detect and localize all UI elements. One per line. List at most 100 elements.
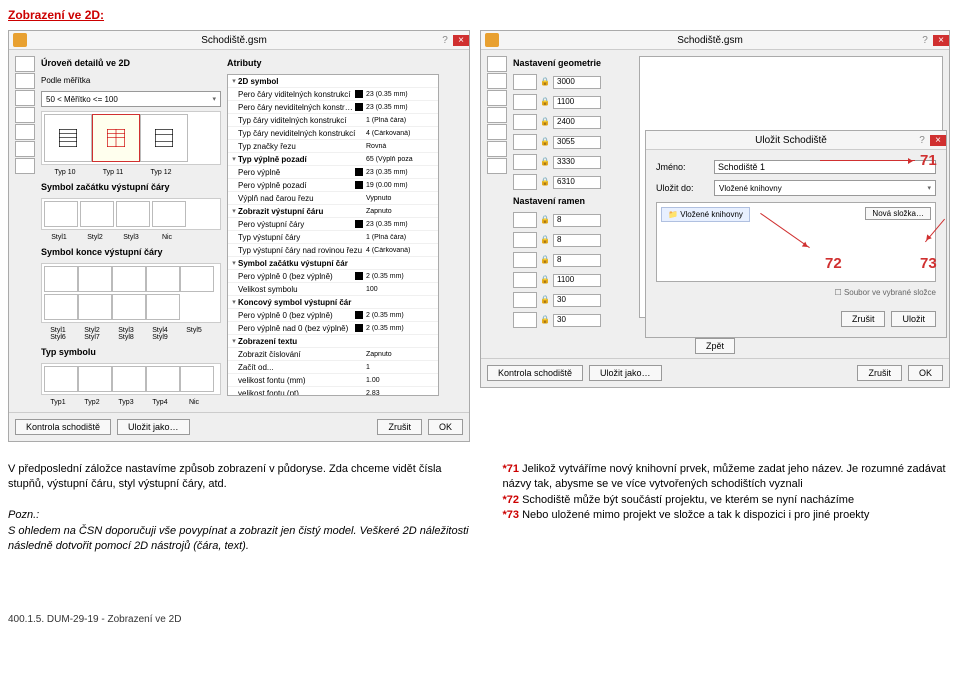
lock-icon[interactable]: 🔒 [540,177,550,187]
arm-value[interactable]: 8 [553,234,601,247]
save-as-button[interactable]: Uložit jako… [589,365,662,381]
attr-row[interactable]: Pero čáry neviditelných konstrukcí23 (0.… [228,101,438,114]
sym-end-opt[interactable] [44,294,78,320]
help-icon[interactable]: ? [437,35,453,46]
sym-start-opt[interactable] [152,201,186,227]
saveto-dropdown[interactable]: Vložené knihovny [714,180,936,196]
sym-type-opt[interactable] [44,366,78,392]
lock-icon[interactable]: 🔒 [540,157,550,167]
thumb-typ10[interactable] [44,114,92,162]
back-button[interactable]: Zpět [695,338,735,354]
attr-row[interactable]: Typ značky řezuRovná [228,140,438,153]
sym-end-opt[interactable] [44,266,78,292]
geom-value[interactable]: 2400 [553,116,601,129]
attr-row[interactable]: Pero výplně nad 0 (bez výplně)2 (0.35 mm… [228,322,438,335]
folder-browser[interactable]: 📁 Vložené knihovny Nová složka… [656,202,936,282]
lock-icon[interactable]: 🔒 [540,235,550,245]
attr-row[interactable]: Pero výplně 0 (bez výplně)2 (0.35 mm) [228,309,438,322]
sym-type-opt[interactable] [180,366,214,392]
tab-icon[interactable] [487,73,507,89]
attribute-tree[interactable]: ▾2D symbolPero čáry viditelných konstruk… [227,74,439,396]
arm-value[interactable]: 8 [553,254,601,267]
attr-row[interactable]: Typ čáry viditelných konstrukcí1 (Plná č… [228,114,438,127]
lock-icon[interactable]: 🔒 [540,215,550,225]
tab-icon[interactable] [15,107,35,123]
attr-row[interactable]: Začít od...1 [228,361,438,374]
tab-icon[interactable] [15,141,35,157]
lock-icon[interactable]: 🔒 [540,97,550,107]
tab-icon[interactable] [487,90,507,106]
scale-dropdown[interactable]: 50 < Měřítko <= 100 [41,91,221,107]
sym-end-opt[interactable] [180,266,214,292]
attr-row[interactable]: ▾Typ výplně pozadí65 (Výplň poza [228,153,438,166]
lock-icon[interactable]: 🔒 [540,255,550,265]
attr-row[interactable]: Výplň nad čarou řezuVypnuto [228,192,438,205]
thumb-typ11[interactable] [92,114,140,162]
attr-row[interactable]: velikost fontu (mm)1.00 [228,374,438,387]
save-as-button[interactable]: Uložit jako… [117,419,190,435]
attr-row[interactable]: Pero výplně pozadí19 (0.00 mm) [228,179,438,192]
attr-row[interactable]: Pero čáry viditelných konstrukcí23 (0.35… [228,88,438,101]
name-input[interactable] [714,160,936,174]
check-button[interactable]: Kontrola schodiště [487,365,583,381]
tab-icon[interactable] [15,56,35,72]
tab-icon[interactable] [15,90,35,106]
sym-type-opt[interactable] [78,366,112,392]
geom-value[interactable]: 3000 [553,76,601,89]
sym-start-opt[interactable] [116,201,150,227]
lock-icon[interactable]: 🔒 [540,77,550,87]
save-button[interactable]: Uložit [891,311,936,327]
sym-end-opt[interactable] [112,294,146,320]
attr-row[interactable]: Pero výplně 0 (bez výplně)2 (0.35 mm) [228,270,438,283]
attr-row[interactable]: velikost fontu (pt)2.83 [228,387,438,396]
arm-value[interactable]: 1100 [553,274,601,287]
cancel-button[interactable]: Zrušit [377,419,422,435]
cancel-button[interactable]: Zrušit [857,365,902,381]
close-icon[interactable]: × [930,135,946,146]
lock-icon[interactable]: 🔒 [540,275,550,285]
lock-icon[interactable]: 🔒 [540,117,550,127]
close-icon[interactable]: × [933,35,949,46]
attr-row[interactable]: ▾2D symbol [228,75,438,88]
sym-type-opt[interactable] [146,366,180,392]
attr-row[interactable]: Pero výstupní čáry23 (0.35 mm) [228,218,438,231]
geom-value[interactable]: 3055 [553,136,601,149]
sym-end-opt[interactable] [146,266,180,292]
ok-button[interactable]: OK [908,365,943,381]
sym-end-opt[interactable] [112,266,146,292]
attr-row[interactable]: Typ výstupní čáry nad rovinou řezu4 (Čár… [228,244,438,257]
geom-value[interactable]: 3330 [553,156,601,169]
sym-end-opt[interactable] [146,294,180,320]
attr-row[interactable]: ▾Zobrazit výstupní čáruZapnuto [228,205,438,218]
arm-value[interactable]: 8 [553,214,601,227]
tab-icon[interactable] [15,124,35,140]
tab-icon[interactable] [15,73,35,89]
lock-icon[interactable]: 🔒 [540,295,550,305]
attr-row[interactable]: ▾Symbol začátku výstupní čár [228,257,438,270]
attr-row[interactable]: ▾Koncový symbol výstupní čár [228,296,438,309]
sym-start-opt[interactable] [44,201,78,227]
tab-icon[interactable] [487,107,507,123]
new-folder-button[interactable]: Nová složka… [865,207,931,220]
tab-icon[interactable] [487,158,507,174]
lock-icon[interactable]: 🔒 [540,137,550,147]
help-icon[interactable]: ? [914,135,930,146]
tab-icon[interactable] [487,124,507,140]
close-icon[interactable]: × [453,35,469,46]
attr-row[interactable]: Typ čáry neviditelných konstrukcí4 (Čárk… [228,127,438,140]
attr-row[interactable]: Typ výstupní čáry1 (Plná čára) [228,231,438,244]
geom-value[interactable]: 1100 [553,96,601,109]
sym-start-opt[interactable] [80,201,114,227]
folder-item[interactable]: 📁 Vložené knihovny [661,207,750,222]
save-cancel-button[interactable]: Zrušit [841,311,886,327]
attr-row[interactable]: ▾Zobrazení textu [228,335,438,348]
attr-row[interactable]: Zobrazit číslováníZapnuto [228,348,438,361]
sym-end-opt[interactable] [78,266,112,292]
check-button[interactable]: Kontrola schodiště [15,419,111,435]
tab-icon[interactable] [15,158,35,174]
arm-value[interactable]: 30 [553,294,601,307]
lock-icon[interactable]: 🔒 [540,315,550,325]
ok-button[interactable]: OK [428,419,463,435]
tab-icon[interactable] [487,141,507,157]
geom-value[interactable]: 6310 [553,176,601,189]
